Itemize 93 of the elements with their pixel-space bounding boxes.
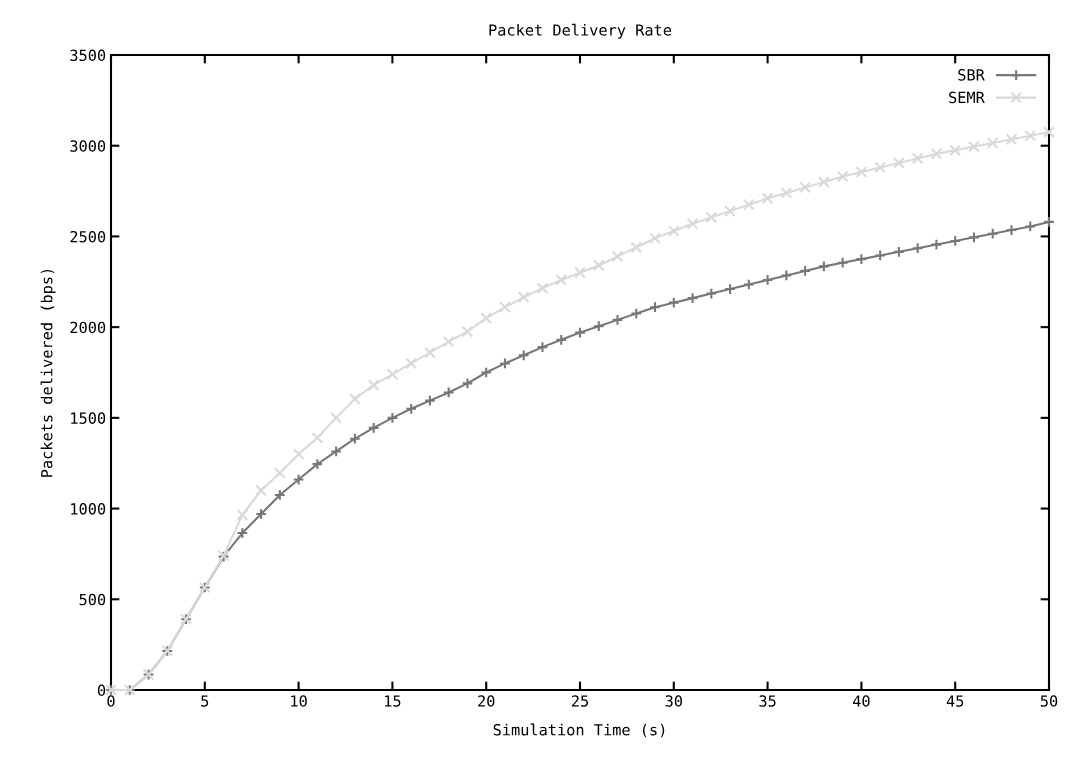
point — [874, 161, 887, 174]
point — [574, 326, 586, 339]
point — [780, 186, 793, 199]
y-tick-label: 3000 — [70, 140, 106, 152]
y-tick-label: 2000 — [70, 321, 106, 334]
point — [986, 137, 999, 149]
point — [761, 192, 774, 205]
x-tick-label: 0 — [107, 695, 115, 707]
y-tick-label: 1000 — [71, 503, 106, 515]
point — [724, 205, 736, 217]
point — [799, 181, 812, 194]
point — [536, 341, 549, 353]
x-tick-label: 30 — [665, 695, 683, 707]
point — [836, 170, 849, 183]
point — [780, 269, 793, 282]
point — [536, 282, 549, 295]
point — [761, 274, 774, 286]
point — [574, 266, 586, 279]
x-tick-label: 5 — [201, 695, 209, 707]
x-tick-label: 45 — [946, 695, 964, 707]
point — [724, 283, 736, 295]
point — [686, 217, 699, 230]
point — [1024, 220, 1037, 233]
legend-label: SEMR — [949, 91, 985, 104]
legend-label: SBR — [958, 69, 985, 81]
point — [1043, 126, 1055, 139]
point — [893, 157, 905, 169]
point — [667, 225, 680, 237]
point — [968, 140, 980, 153]
point — [930, 238, 943, 251]
x-tick-label: 25 — [571, 695, 588, 707]
point — [480, 312, 493, 324]
point — [292, 448, 305, 461]
point — [499, 301, 511, 314]
point — [1043, 216, 1055, 228]
point — [442, 335, 455, 348]
point — [255, 484, 267, 497]
point — [236, 509, 249, 521]
point — [1005, 224, 1018, 236]
point — [367, 379, 380, 392]
point — [986, 227, 999, 240]
point — [592, 259, 605, 272]
x-axis-title: Simulation Time (s) — [493, 723, 665, 738]
point — [442, 386, 455, 399]
point — [461, 377, 474, 390]
point — [311, 431, 324, 444]
point — [273, 467, 286, 479]
y-tick-label: 3500 — [70, 49, 106, 62]
y-axis-title: Packets delivered (bps) — [40, 269, 56, 477]
point — [855, 166, 868, 178]
point — [630, 307, 643, 320]
point — [499, 357, 511, 370]
point — [911, 152, 924, 165]
point — [348, 392, 361, 405]
point — [630, 241, 643, 254]
chart-title: Packet Delivery Rate — [489, 23, 672, 39]
point — [1005, 133, 1018, 146]
point — [236, 527, 249, 539]
point — [949, 235, 962, 247]
point — [949, 144, 962, 157]
point — [817, 176, 830, 188]
point — [836, 256, 849, 269]
point — [555, 274, 568, 286]
point — [424, 394, 436, 407]
point — [968, 231, 980, 244]
point — [405, 357, 418, 370]
y-tick-label: 2500 — [70, 230, 106, 243]
point — [517, 349, 530, 362]
x-tick-label: 40 — [852, 695, 870, 707]
point — [330, 411, 343, 424]
point — [667, 296, 680, 309]
x-tick-label: 10 — [291, 695, 307, 707]
point — [1024, 129, 1037, 142]
point — [386, 368, 399, 381]
point — [930, 147, 943, 160]
point — [424, 346, 436, 359]
point — [611, 250, 624, 263]
point — [705, 287, 718, 300]
point — [292, 473, 305, 486]
x-tick-label: 20 — [478, 695, 495, 707]
point — [649, 232, 661, 245]
point — [480, 366, 493, 379]
point — [461, 325, 474, 338]
x-tick-label: 35 — [759, 695, 776, 707]
y-tick-label: 1500 — [71, 412, 106, 424]
x-tick-label: 15 — [385, 695, 401, 707]
y-tick-label: 500 — [79, 593, 106, 606]
point — [517, 291, 530, 304]
x-tick-label: 50 — [1040, 695, 1058, 707]
point — [705, 211, 718, 224]
point — [742, 198, 755, 211]
y-tick-label: 0 — [97, 684, 106, 697]
point — [255, 508, 267, 520]
